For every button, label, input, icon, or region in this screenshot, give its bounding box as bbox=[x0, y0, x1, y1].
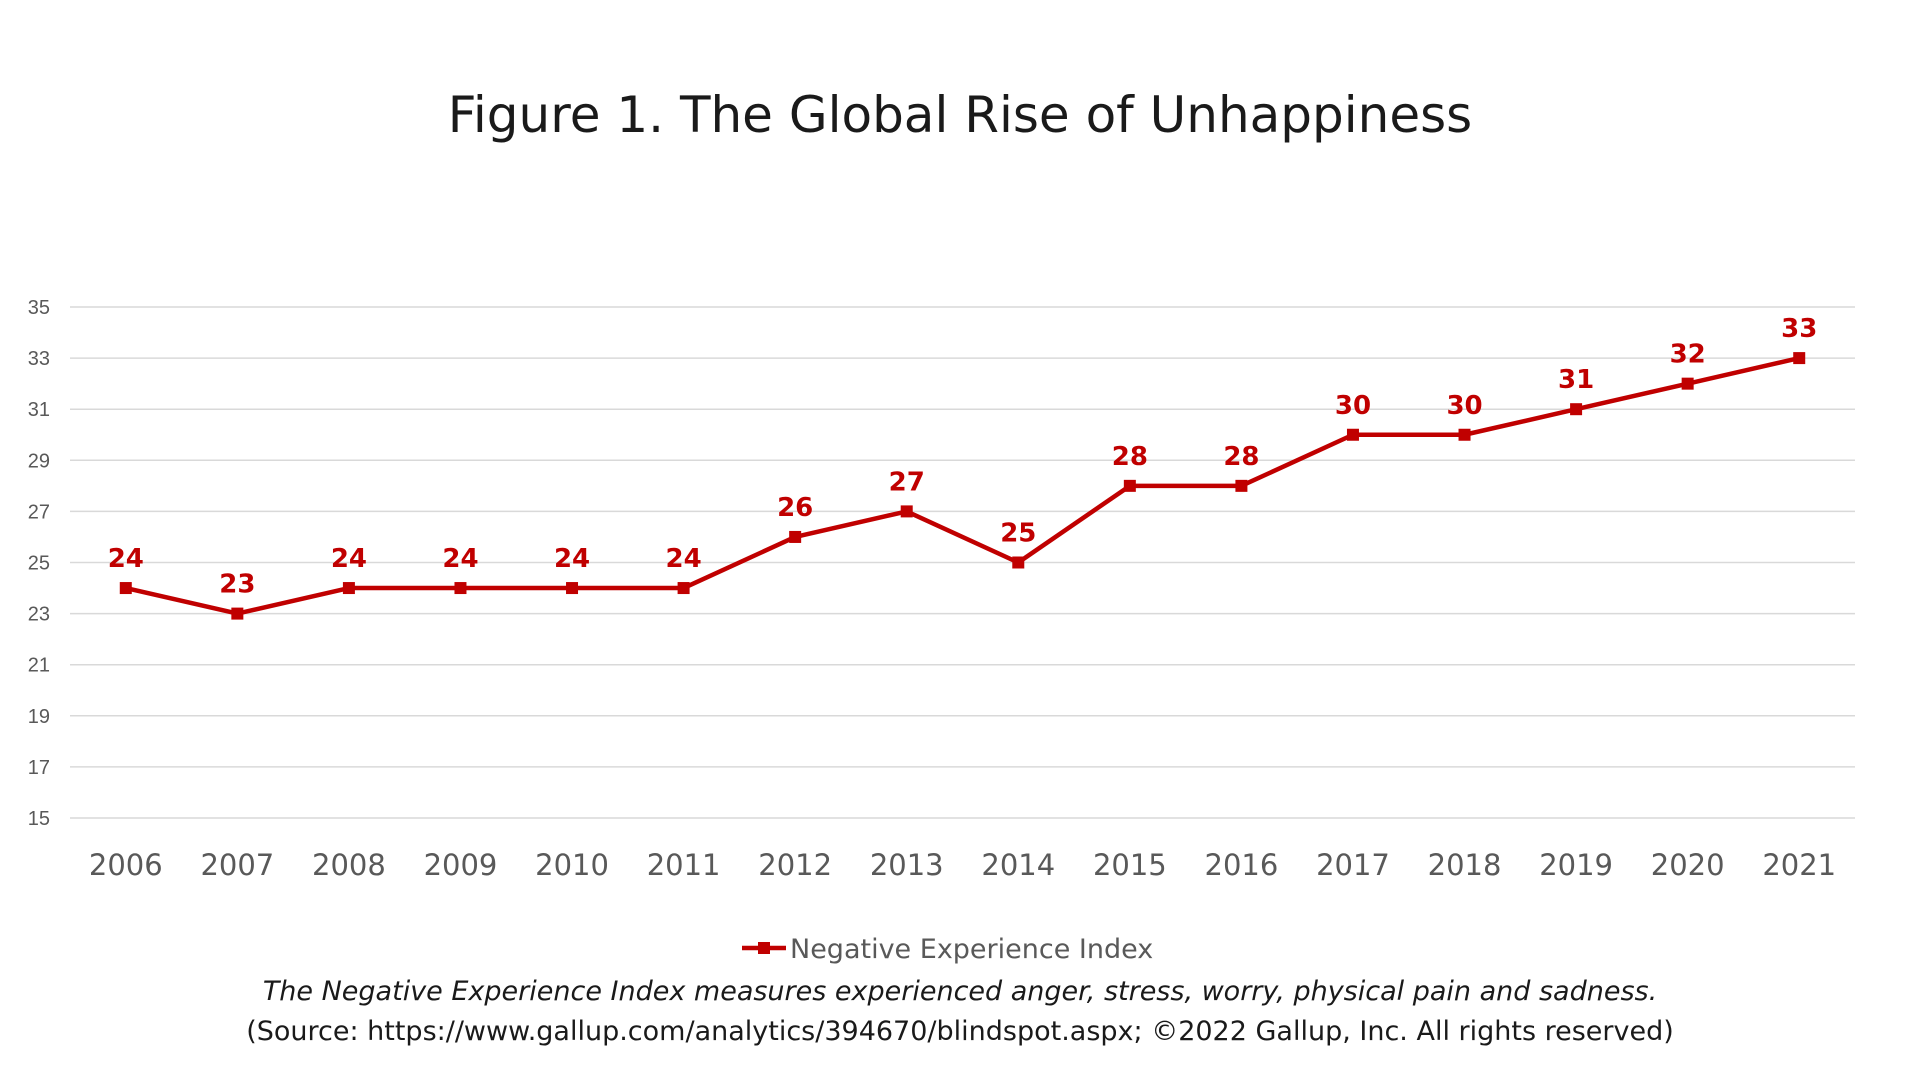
x-tick-label: 2012 bbox=[758, 848, 832, 882]
data-point bbox=[119, 582, 132, 595]
data-point bbox=[677, 582, 690, 595]
data-point bbox=[1346, 428, 1359, 441]
y-tick-label: 29 bbox=[28, 450, 50, 472]
y-tick-label: 31 bbox=[28, 399, 50, 421]
y-tick-label: 27 bbox=[28, 501, 50, 523]
series-negative-experience-index: 24 23 24 24 24 24 26 27 25 28 28 30 30 31 32 33 bbox=[108, 314, 1817, 620]
data-label: 25 bbox=[1000, 519, 1036, 549]
x-tick-label: 2008 bbox=[312, 848, 386, 882]
x-tick-label: 2011 bbox=[647, 848, 721, 882]
x-tick-label: 2021 bbox=[1762, 848, 1836, 882]
data-point bbox=[1458, 428, 1471, 441]
x-tick-label: 2018 bbox=[1428, 848, 1502, 882]
y-tick-label: 23 bbox=[28, 604, 50, 626]
x-tick-label: 2007 bbox=[200, 848, 274, 882]
data-point bbox=[566, 582, 579, 595]
x-tick-label: 2017 bbox=[1316, 848, 1390, 882]
data-label: 28 bbox=[1112, 442, 1148, 472]
data-label: 32 bbox=[1670, 340, 1706, 370]
data-label: 26 bbox=[777, 493, 813, 523]
data-point bbox=[342, 582, 355, 595]
series-line bbox=[125, 355, 1800, 616]
chart-title: Figure 1. The Global Rise of Unhappiness bbox=[448, 86, 1472, 144]
data-label: 24 bbox=[442, 544, 478, 574]
y-tick-label: 21 bbox=[28, 655, 50, 677]
data-point bbox=[1235, 479, 1248, 492]
data-point bbox=[1793, 352, 1806, 365]
legend-marker bbox=[758, 942, 770, 954]
x-tick-label: 2020 bbox=[1651, 848, 1725, 882]
x-tick-label: 2013 bbox=[870, 848, 944, 882]
data-point bbox=[1681, 377, 1694, 390]
x-tick-label: 2015 bbox=[1093, 848, 1167, 882]
data-point bbox=[454, 582, 467, 595]
caption-source: (Source: https://www.gallup.com/analytic… bbox=[246, 1016, 1674, 1047]
data-label: 30 bbox=[1446, 391, 1482, 421]
x-tick-label: 2010 bbox=[535, 848, 609, 882]
x-axis-ticks: 2006 2007 2008 2009 2010 2011 2012 2013 2014 2015… bbox=[89, 848, 1836, 882]
y-tick-label: 15 bbox=[28, 808, 50, 830]
data-label: 31 bbox=[1558, 365, 1594, 395]
legend: Negative Experience Index bbox=[742, 934, 1153, 965]
legend-label: Negative Experience Index bbox=[790, 934, 1153, 965]
y-tick-label: 33 bbox=[28, 348, 50, 370]
y-axis-ticks: 15 17 19 21 23 25 27 29 31 33 35 bbox=[28, 297, 50, 830]
y-tick-label: 19 bbox=[28, 706, 50, 728]
data-label: 24 bbox=[108, 544, 144, 574]
data-point bbox=[1570, 403, 1583, 416]
x-tick-label: 2006 bbox=[89, 848, 163, 882]
data-label: 27 bbox=[889, 467, 925, 497]
data-point bbox=[231, 607, 244, 620]
gridlines bbox=[70, 306, 1855, 819]
x-tick-label: 2016 bbox=[1205, 848, 1279, 882]
x-tick-label: 2014 bbox=[981, 848, 1055, 882]
data-point bbox=[1012, 556, 1025, 569]
y-tick-label: 17 bbox=[28, 757, 50, 779]
data-point bbox=[900, 505, 913, 518]
data-label: 24 bbox=[554, 544, 590, 574]
caption-description: The Negative Experience Index measures e… bbox=[262, 976, 1658, 1007]
data-label: 24 bbox=[331, 544, 367, 574]
data-label: 24 bbox=[666, 544, 702, 574]
x-tick-label: 2019 bbox=[1539, 848, 1613, 882]
data-label: 23 bbox=[219, 570, 255, 600]
y-tick-label: 35 bbox=[28, 297, 50, 319]
y-tick-label: 25 bbox=[28, 553, 50, 575]
x-tick-label: 2009 bbox=[424, 848, 498, 882]
data-label: 28 bbox=[1223, 442, 1259, 472]
data-point bbox=[1123, 479, 1136, 492]
data-label: 33 bbox=[1781, 314, 1817, 344]
data-label: 30 bbox=[1335, 391, 1371, 421]
data-point bbox=[789, 530, 802, 543]
